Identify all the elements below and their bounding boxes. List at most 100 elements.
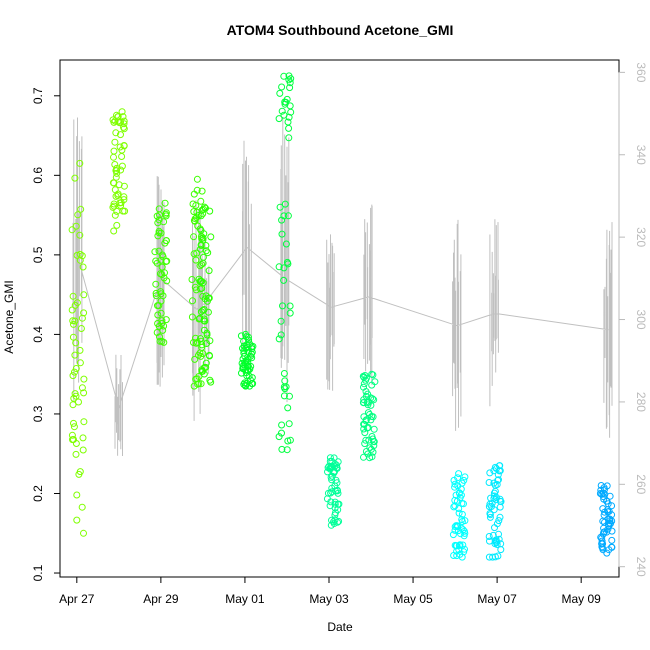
data-point (460, 527, 468, 535)
data-point (331, 504, 339, 512)
data-point (191, 355, 199, 363)
data-point (280, 370, 288, 377)
data-point (285, 134, 293, 142)
data-point (120, 120, 128, 128)
data-point (362, 436, 370, 444)
data-point (188, 276, 196, 283)
data-point (461, 545, 468, 553)
data-point (189, 297, 196, 305)
data-point (360, 373, 368, 381)
data-point (120, 123, 127, 131)
data-point (608, 543, 616, 551)
data-point (489, 553, 497, 561)
x-tick-label: May 07 (477, 592, 517, 606)
data-point (153, 212, 161, 220)
data-point (117, 131, 124, 139)
secondary-series-group (72, 116, 613, 456)
data-point (608, 527, 616, 535)
data-point (328, 472, 336, 480)
data-point (286, 84, 294, 92)
data-point (192, 256, 200, 264)
data-point (497, 540, 505, 548)
x-tick-label: May 09 (561, 592, 601, 606)
data-point (286, 102, 294, 110)
data-point (200, 306, 208, 313)
data-point (118, 108, 126, 116)
data-point (368, 381, 376, 389)
x-tick-label: May 05 (393, 592, 433, 606)
data-point (161, 199, 169, 207)
y2-tick-label: 320 (634, 227, 648, 247)
data-point (490, 494, 498, 502)
data-point (206, 207, 214, 215)
data-point (202, 242, 210, 249)
data-point (189, 200, 197, 208)
data-point (359, 399, 367, 407)
data-point (153, 329, 161, 336)
data-point (364, 401, 372, 409)
data-point (458, 518, 466, 525)
data-point (597, 482, 605, 489)
data-point (158, 320, 166, 327)
data-point (334, 518, 341, 526)
data-point (76, 231, 84, 239)
data-point (278, 230, 286, 238)
data-point (451, 480, 459, 488)
data-point (275, 433, 283, 441)
data-point (281, 200, 289, 208)
data-point (326, 457, 334, 465)
data-point (603, 497, 611, 505)
data-point (370, 442, 378, 450)
data-point (360, 413, 368, 421)
data-point (199, 350, 207, 358)
data-point (79, 434, 87, 442)
y-tick-label: 0.4 (31, 326, 45, 343)
data-point (188, 313, 196, 321)
data-point (331, 468, 338, 476)
data-point (460, 476, 468, 484)
data-point (362, 388, 370, 395)
data-point (197, 241, 205, 249)
data-point (79, 263, 87, 271)
data-point (197, 197, 205, 205)
data-point (152, 280, 160, 288)
data-point (195, 380, 203, 387)
data-point (456, 541, 464, 549)
data-point (278, 107, 286, 115)
data-point (491, 553, 499, 561)
y2-tick-label: 240 (634, 557, 648, 577)
data-point (158, 263, 166, 271)
data-point (246, 340, 254, 348)
data-point (199, 234, 207, 242)
data-point (205, 351, 213, 359)
data-point (286, 302, 294, 310)
data-point (278, 216, 286, 224)
data-point (190, 208, 198, 216)
data-point (79, 446, 87, 454)
data-point (156, 337, 164, 345)
x-tick-label: May 01 (225, 592, 265, 606)
data-point (599, 505, 607, 513)
data-point (275, 335, 283, 343)
data-point (451, 483, 459, 491)
data-point (78, 503, 86, 511)
data-point (599, 493, 607, 501)
data-point (278, 429, 285, 437)
data-point (495, 530, 502, 538)
data-point (201, 295, 209, 303)
data-point (76, 159, 84, 167)
data-point (120, 125, 128, 133)
data-point (278, 83, 286, 91)
data-point (110, 202, 118, 210)
data-point (239, 344, 246, 352)
data-point (110, 227, 118, 235)
data-point (327, 473, 335, 481)
data-point (280, 264, 288, 272)
data-point (278, 421, 286, 429)
data-point (203, 340, 211, 347)
data-point (485, 533, 493, 540)
data-point (286, 309, 294, 317)
x-tick-label: Apr 27 (59, 592, 95, 606)
data-point (486, 511, 494, 519)
